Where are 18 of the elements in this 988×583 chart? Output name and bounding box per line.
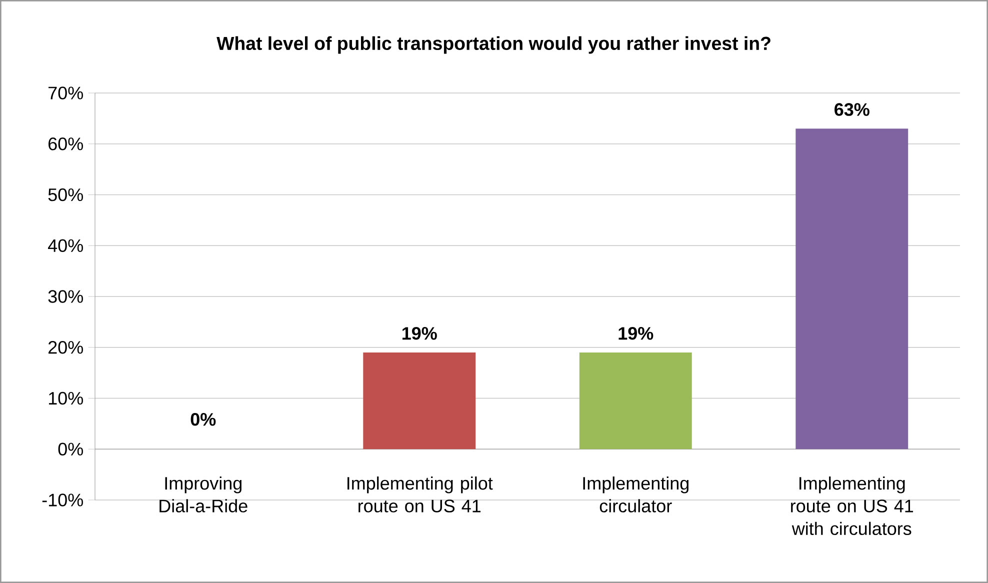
data-label: 63% bbox=[834, 103, 870, 116]
y-tick-label: 60% bbox=[48, 138, 83, 150]
data-label: 19% bbox=[618, 327, 654, 340]
x-tick-label: Implementing circulator bbox=[583, 476, 688, 512]
y-tick-label: 70% bbox=[48, 86, 83, 100]
x-tick-label: Implementing pilot route on US 41 bbox=[347, 476, 493, 512]
data-label: 19% bbox=[402, 327, 437, 340]
y-tick-label: 0% bbox=[58, 442, 83, 456]
x-tick-label: Implementing route on US 41 with circulators bbox=[791, 476, 914, 536]
y-tick-label: -10% bbox=[42, 494, 83, 506]
y-tick-label: 10% bbox=[48, 392, 83, 405]
chart-title: What level of public transportation would you rather invest in? bbox=[216, 36, 770, 54]
y-tick-label: 20% bbox=[48, 341, 83, 354]
data-label: 0% bbox=[190, 413, 216, 426]
y-tick-label: 50% bbox=[48, 188, 83, 202]
x-tick-label: Improving Dial-a-Ride bbox=[160, 476, 248, 512]
y-tick-label: 40% bbox=[48, 239, 83, 252]
y-tick-label: 30% bbox=[48, 290, 83, 303]
